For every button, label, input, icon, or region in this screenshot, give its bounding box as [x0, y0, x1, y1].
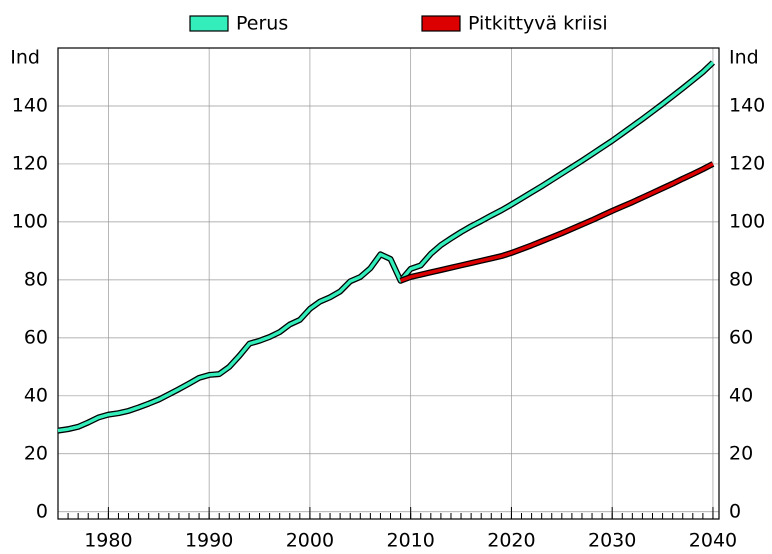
- y-tick-label: 60: [24, 326, 48, 348]
- y-axis-label: Ind: [10, 47, 40, 69]
- y-tick-label: 100: [12, 210, 48, 232]
- y-tick-label-right: 20: [729, 442, 753, 464]
- x-tick-label: 2040: [689, 530, 737, 552]
- y-tick-label: 20: [24, 442, 48, 464]
- line-outline: [57, 60, 716, 434]
- x-tick-label: 1990: [185, 530, 233, 552]
- y-tick-label-right: 80: [729, 268, 753, 290]
- x-tick-label: 2030: [588, 530, 636, 552]
- y-tick-label: 40: [24, 384, 48, 406]
- line-outline: [399, 161, 715, 284]
- y-tick-label: 0: [36, 500, 48, 522]
- legend-swatch: [189, 15, 229, 32]
- legend-label: Pitkittyvä kriisi: [468, 13, 608, 35]
- y-tick-label: 80: [24, 268, 48, 290]
- legend-swatch: [421, 15, 461, 32]
- y-tick-label-right: 0: [729, 500, 741, 522]
- y-tick-label-right: 140: [729, 94, 765, 116]
- x-tick-label: 1980: [84, 530, 132, 552]
- line: [399, 162, 714, 283]
- legend-label: Perus: [236, 13, 288, 35]
- y-tick-label-right: 100: [729, 210, 765, 232]
- x-tick-label: 2010: [386, 530, 434, 552]
- y-tick-label-right: 60: [729, 326, 753, 348]
- y-tick-label: 140: [12, 94, 48, 116]
- x-tick-label: 2020: [487, 530, 535, 552]
- x-tick-label: 2000: [286, 530, 334, 552]
- plot-frame: [57, 47, 720, 520]
- line: [57, 61, 715, 433]
- y-tick-label-right: 40: [729, 384, 753, 406]
- y-axis-label-right: Ind: [729, 47, 759, 69]
- y-tick-label-right: 120: [729, 152, 765, 174]
- y-tick-label: 120: [12, 152, 48, 174]
